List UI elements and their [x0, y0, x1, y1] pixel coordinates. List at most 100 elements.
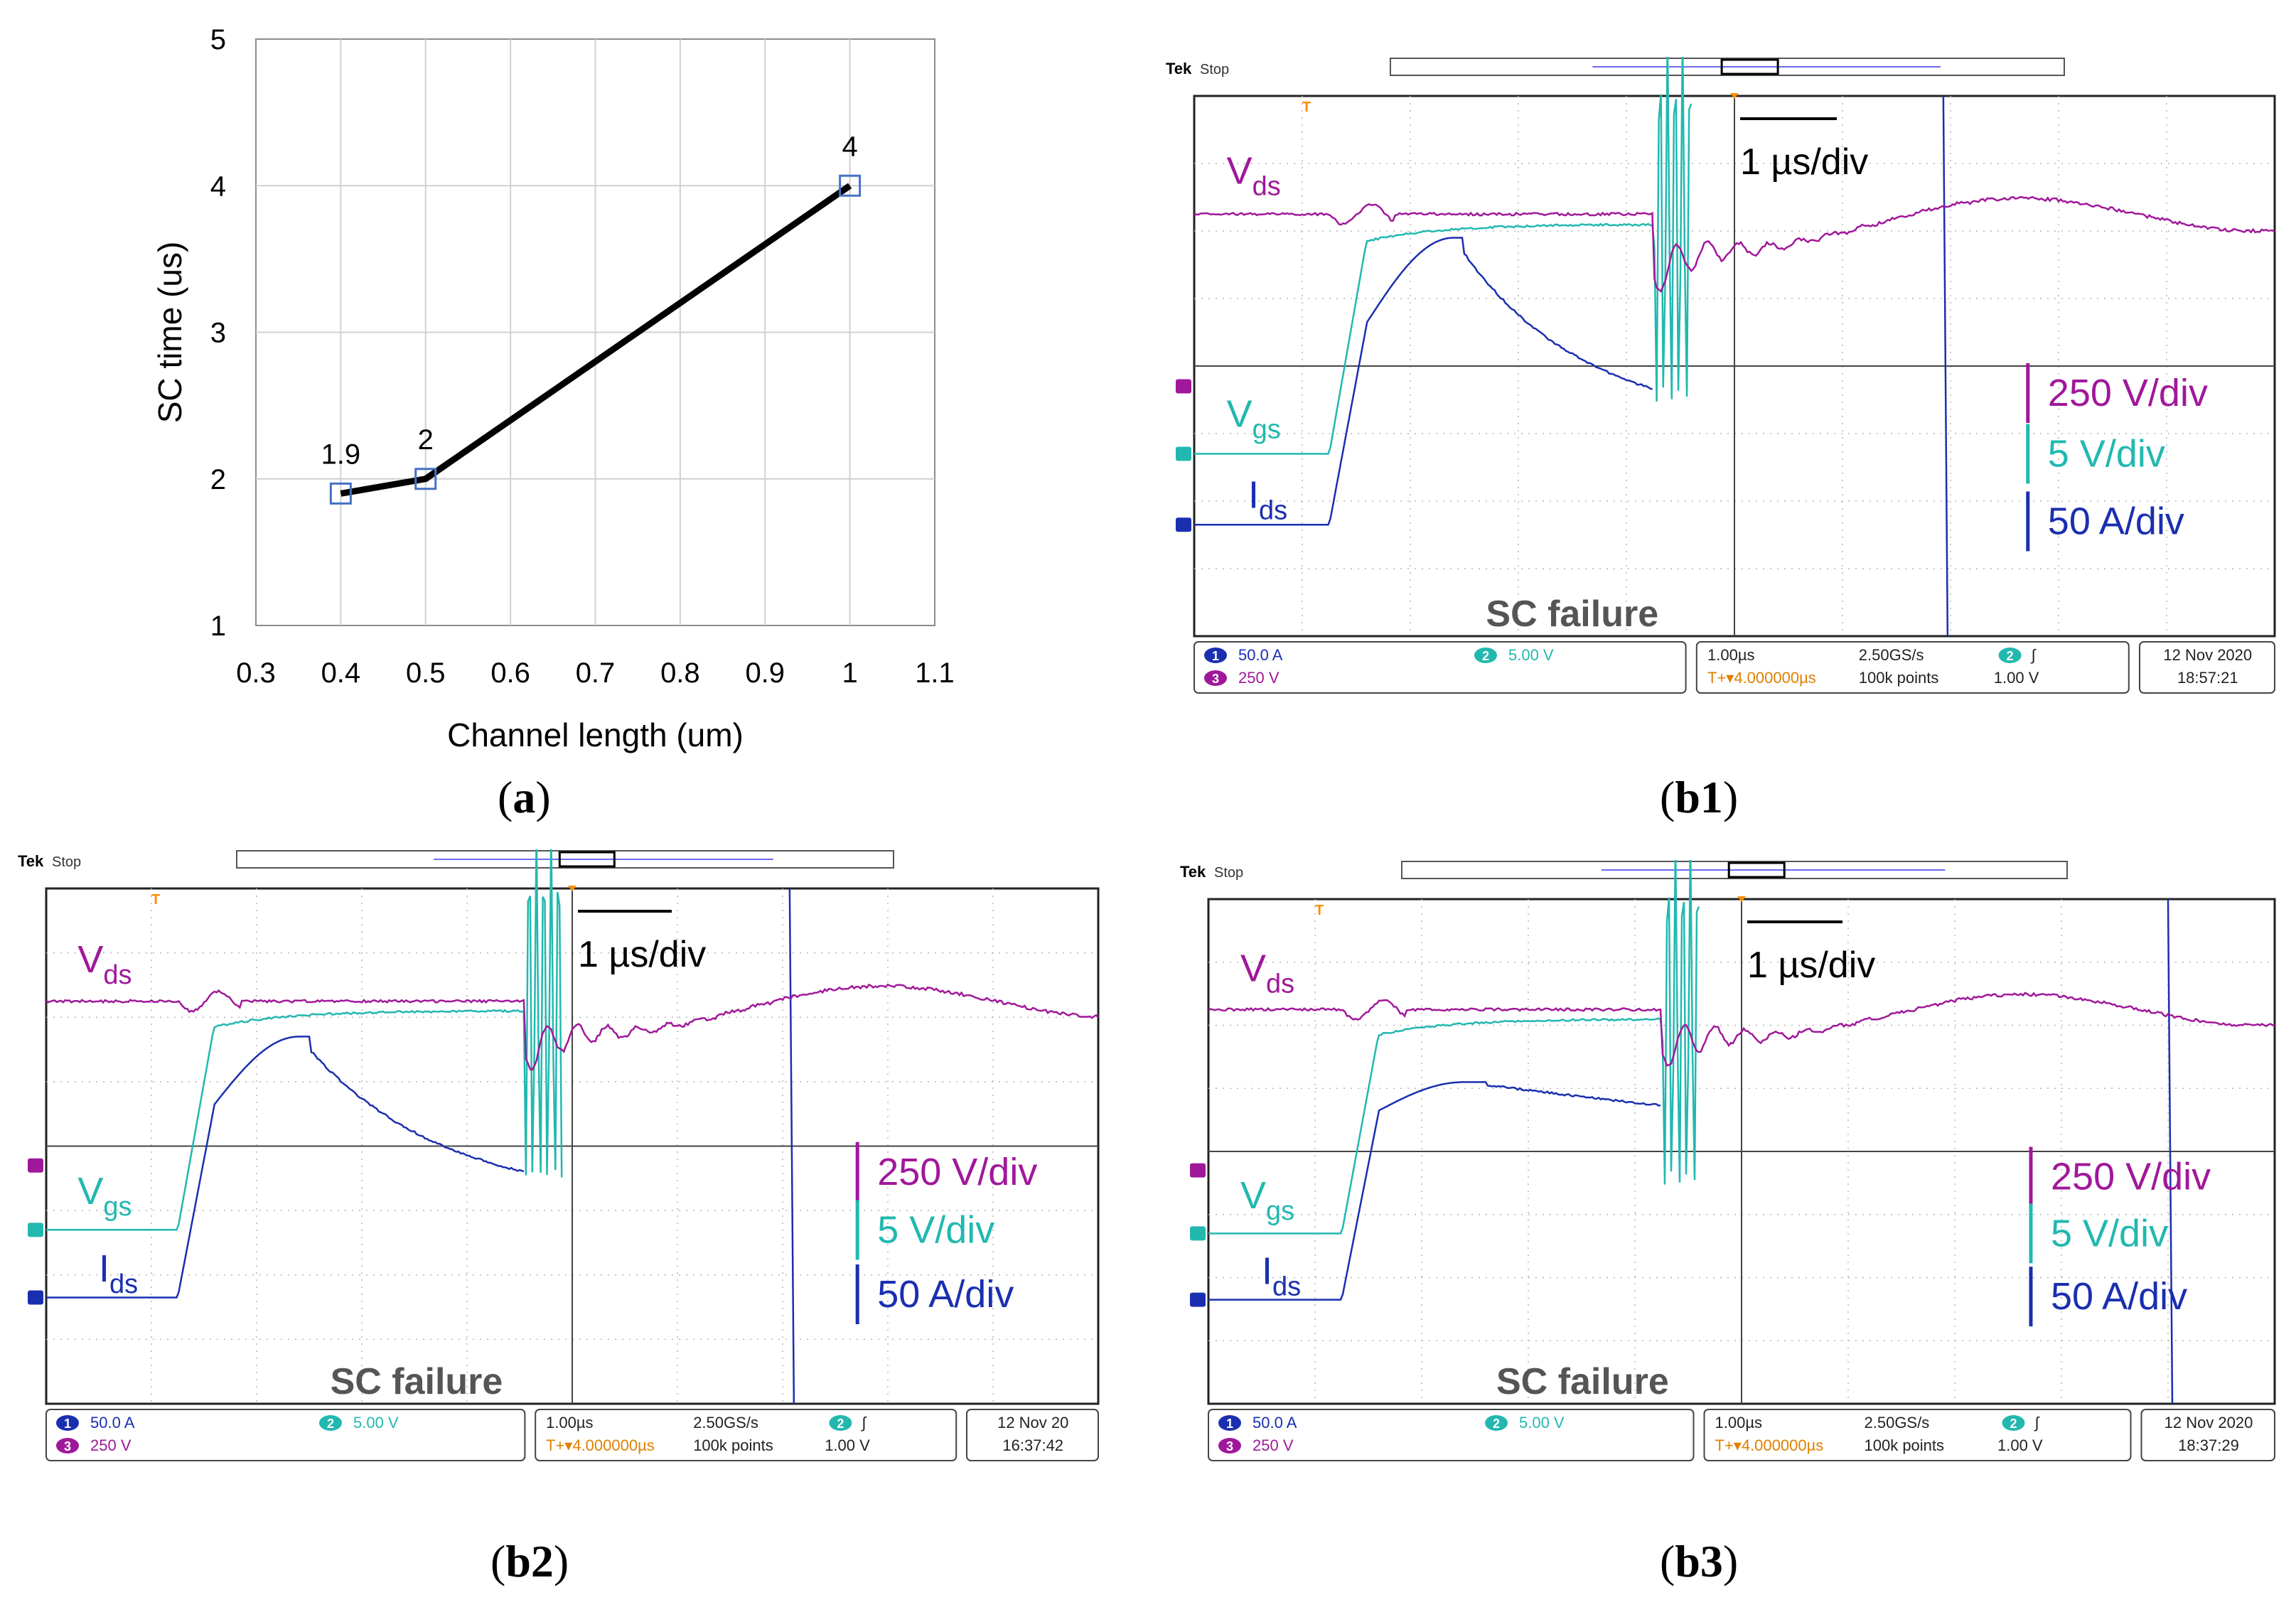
failure-label: SC failure [1496, 1361, 1669, 1402]
caption-a-close: ) [535, 772, 550, 822]
date-label: 12 Nov 20 [997, 1414, 1068, 1431]
caption-b3-close: ) [1723, 1536, 1738, 1586]
x-tick-label: 0.7 [576, 657, 616, 689]
x-tick-label: 0.5 [406, 657, 446, 689]
ch3-num: 3 [1226, 1439, 1233, 1454]
panel-a: 1 2 3 4 5 0.3 0.4 0.5 0.6 0.7 0.8 0.9 1 1.1 Channel le… [0, 0, 995, 832]
data-label: 2 [418, 424, 434, 456]
ch2-scale: 5.00 V [1508, 646, 1554, 664]
trigger-marker: T [1302, 100, 1311, 115]
caption-b2-label: b2 [505, 1536, 554, 1586]
trigger-position: T+▾4.000000µs [1715, 1436, 1824, 1454]
trig-level: 1.00 V [1994, 669, 2039, 687]
brand-label: Tek [1166, 60, 1192, 77]
scope-b1-svg: Tek StopTVdsVgsIds1 µs/div250 V/div5 V/di… [1166, 57, 2289, 721]
ch3-num: 3 [64, 1439, 71, 1454]
x-tick-label: 0.3 [236, 657, 276, 689]
ch1-num: 1 [1212, 649, 1219, 663]
scope-b3: Tek Stop T Vds Vgs Ids 1 µs/div 250 V/div 5 V/di… [1180, 860, 2289, 1489]
x-tick-label: 0.4 [321, 657, 361, 689]
record-length: 100k points [1865, 1436, 1945, 1454]
timebase-label: 1 µs/div [1747, 945, 1875, 986]
ch1-num: 1 [64, 1417, 71, 1431]
scale-label-1: 250 V/div [877, 1151, 1037, 1193]
channel-ground-marker [1190, 1164, 1206, 1178]
y-tick-label: 2 [210, 464, 226, 495]
trig-ch-num: 2 [2007, 649, 2014, 663]
channel-ground-marker [28, 1290, 43, 1304]
sample-rate: 2.50GS/s [693, 1414, 758, 1431]
caption-b1-open: ( [1660, 772, 1675, 822]
x-tick-label: 0.8 [660, 657, 700, 689]
ch3-scale: 250 V [90, 1436, 132, 1454]
chart-a-svg: 1 2 3 4 5 0.3 0.4 0.5 0.6 0.7 0.8 0.9 1 1.1 Channel le… [0, 0, 995, 832]
scale-label-2: 5 V/div [2051, 1212, 2168, 1255]
caption-b2: (b2) [490, 1535, 569, 1588]
record-length: 100k points [693, 1436, 773, 1454]
y-tick-label: 4 [210, 171, 226, 202]
y-tick-label: 5 [210, 24, 226, 55]
horiz-scale: 1.00µs [1707, 646, 1755, 664]
caption-b1-label: b1 [1675, 772, 1723, 822]
horiz-scale: 1.00µs [1715, 1414, 1763, 1431]
trig-ch-num: 2 [837, 1417, 844, 1431]
channel-ground-marker [1190, 1293, 1206, 1307]
ch2-num: 2 [1482, 649, 1489, 663]
timebase-label: 1 µs/div [578, 934, 706, 975]
scale-label-1: 250 V/div [2048, 372, 2208, 414]
caption-b2-open: ( [490, 1536, 505, 1586]
scale-label-2: 5 V/div [877, 1208, 994, 1251]
scale-label-1: 250 V/div [2051, 1156, 2211, 1198]
trigger-marker: T [151, 892, 160, 908]
y-tick-label: 1 [210, 611, 226, 642]
brand-label: Tek [18, 852, 44, 870]
scope-b3-svg: Tek Stop T Vds Vgs Ids 1 µs/div 250 V/div 5 V/di… [1180, 860, 2289, 1489]
trigger-marker: T [1315, 903, 1324, 918]
scale-label-3: 50 A/div [2051, 1275, 2187, 1318]
trig-level: 1.00 V [1997, 1436, 2043, 1454]
time-label: 18:57:21 [2177, 669, 2238, 687]
date-label: 12 Nov 2020 [2164, 1414, 2253, 1431]
scope-b1: Tek Stop T Vds Vgs Ids 1 µs/div 250 V/div 5 V/di… [1166, 57, 2289, 721]
scope-b2: Tek Stop T Vds Vgs Ids 1 µs/div 250 V/div 5 V/di… [18, 849, 1112, 1489]
ch3-scale: 250 V [1238, 669, 1280, 687]
timebase-label: 1 µs/div [1740, 141, 1868, 183]
caption-a: (a) [498, 771, 551, 824]
channel-ground-marker [1176, 517, 1191, 532]
state-label: Stop [52, 854, 81, 870]
record-length: 100k points [1859, 669, 1939, 687]
ch1-num: 1 [1226, 1417, 1233, 1431]
x-axis-label: Channel length (um) [447, 716, 744, 753]
scale-label-3: 50 A/div [2048, 500, 2184, 543]
x-tick-label: 1 [842, 657, 858, 689]
channel-ground-marker [28, 1159, 43, 1173]
channel-ground-marker [1176, 447, 1191, 461]
caption-a-label: a [513, 772, 535, 822]
caption-b1-close: ) [1723, 772, 1738, 822]
caption-b3-open: ( [1660, 1536, 1675, 1586]
y-axis-label: SC time (us) [151, 242, 188, 424]
caption-b2-close: ) [554, 1536, 569, 1586]
caption-b1: (b1) [1660, 771, 1738, 824]
trigger-position: T+▾4.000000µs [546, 1436, 655, 1454]
failure-label: SC failure [331, 1361, 503, 1402]
trigger-position: T+▾4.000000µs [1707, 669, 1816, 687]
ch1-scale: 50.0 A [1238, 646, 1283, 664]
ch1-scale: 50.0 A [90, 1414, 135, 1431]
ch2-scale: 5.00 V [353, 1414, 399, 1431]
ch2-num: 2 [327, 1417, 334, 1431]
time-label: 16:37:42 [1002, 1436, 1063, 1454]
trig-ch-num: 2 [2010, 1417, 2017, 1431]
scope-b2-svg: Tek StopTVdsVgsIds1 µs/div250 V/div5 V/di… [18, 849, 1112, 1489]
sample-rate: 2.50GS/s [1859, 646, 1924, 664]
channel-ground-marker [28, 1223, 43, 1237]
caption-a-open: ( [498, 772, 513, 822]
state-label: Stop [1214, 865, 1243, 881]
ch2-scale: 5.00 V [1519, 1414, 1565, 1431]
caption-b3-label: b3 [1675, 1536, 1723, 1586]
x-tick-label: 1.1 [915, 657, 955, 689]
failure-label: SC failure [1486, 593, 1658, 635]
trig-level: 1.00 V [825, 1436, 870, 1454]
horiz-scale: 1.00µs [546, 1414, 594, 1431]
data-label: 1.9 [321, 439, 361, 470]
